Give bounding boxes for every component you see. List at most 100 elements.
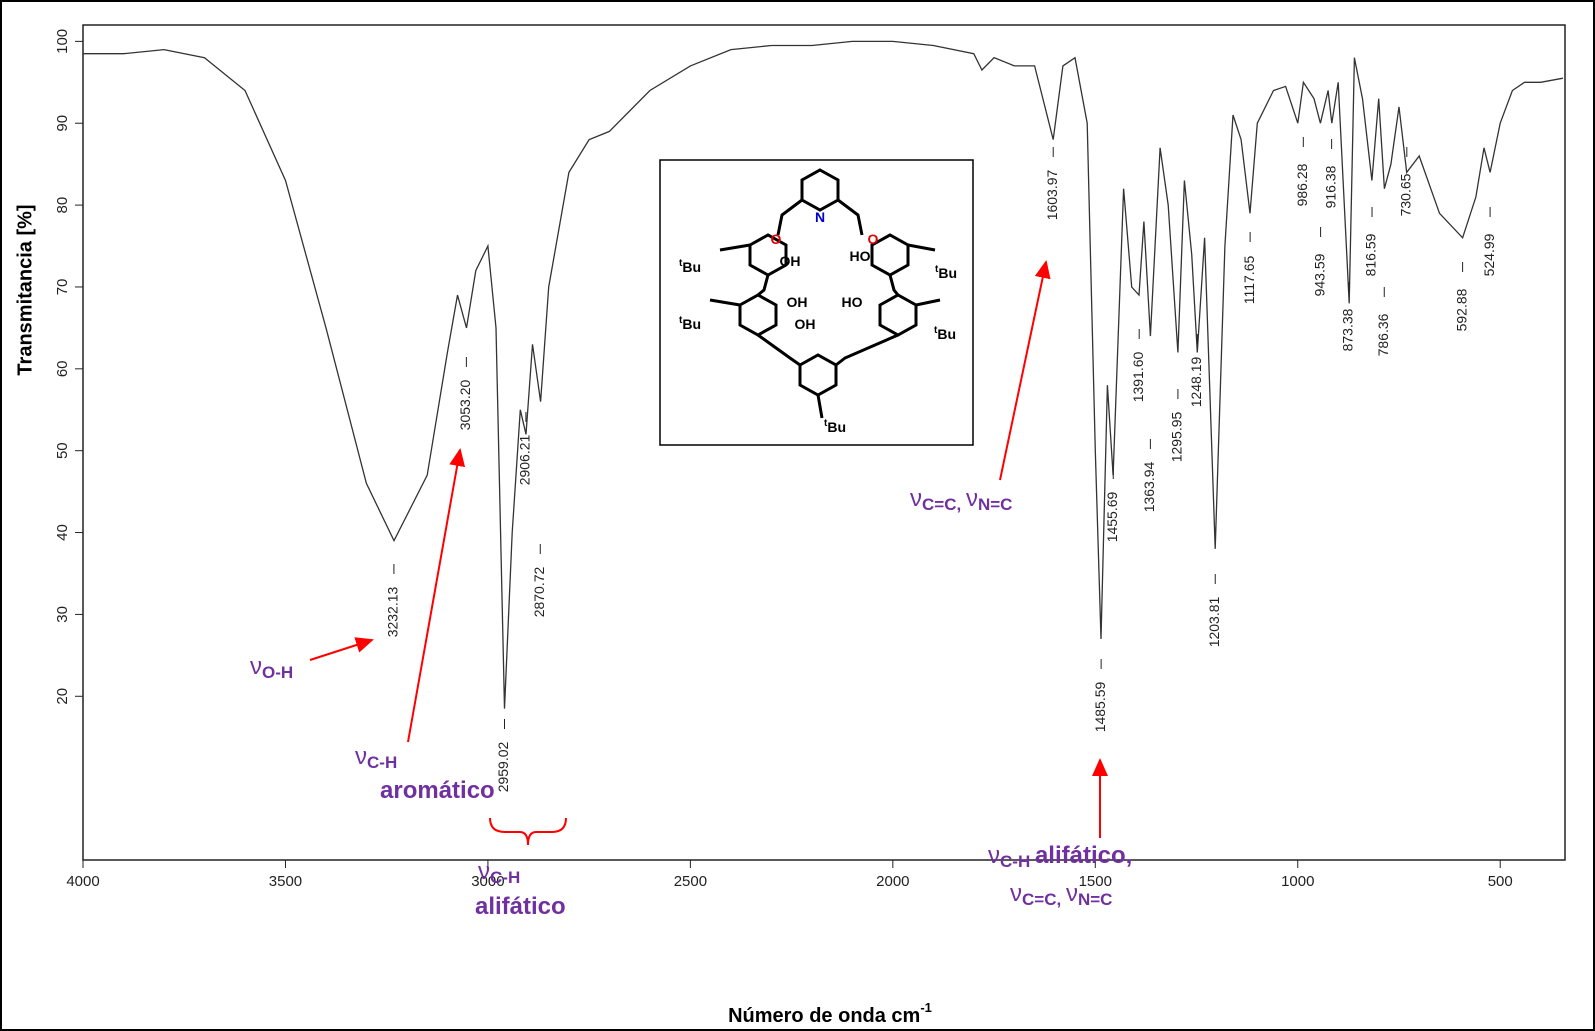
structure-text: OH (780, 253, 801, 269)
peak-label: 1117.65 (1241, 256, 1257, 305)
y-tick-label: 100 (54, 29, 71, 54)
y-axis-title: Transmitancia [%] (14, 204, 36, 375)
peak-label: 816.59 (1363, 233, 1379, 276)
structure-label: tBu (679, 258, 701, 275)
arrow (407, 448, 466, 743)
annotation: νC-H (355, 743, 397, 772)
y-tick-label: 90 (54, 115, 71, 132)
peak-label: 1485.59 (1092, 681, 1108, 732)
annotation-sub: C-H (367, 753, 397, 772)
structure-text: OH (795, 316, 816, 332)
peak-label: 592.88 (1453, 288, 1469, 331)
arrow (309, 637, 374, 661)
annotation-sub: N=C (978, 495, 1012, 514)
peak-label: 2906.21 (517, 434, 533, 485)
brace (489, 817, 567, 846)
annotation-sub: C-H (1000, 852, 1035, 871)
spectrum-line (83, 40, 1564, 709)
annotation-text: alifático (475, 893, 566, 920)
annotation-sub: N=C (1078, 890, 1112, 909)
structure-text: Bu (938, 265, 957, 281)
structure-skeleton (709, 168, 941, 419)
arrow (999, 260, 1051, 481)
structure-text: Bu (682, 316, 701, 332)
x-tick-label: 1000 (1281, 873, 1314, 890)
annotation: νC-H (478, 858, 520, 887)
annotation-text: ν (910, 485, 922, 512)
peak-label: 1391.60 (1130, 351, 1146, 402)
peak-label: 986.28 (1294, 163, 1310, 206)
structure-label: N (815, 209, 825, 225)
peak-label: 2870.72 (531, 566, 547, 617)
annotation-sub: C=C, (922, 495, 966, 514)
annotation-sub: O-H (262, 663, 293, 682)
y-tick-label: 30 (54, 606, 71, 623)
x-tick-label: 3000 (471, 873, 504, 890)
annotation-text: ν (966, 485, 978, 512)
y-tick-label: 60 (54, 360, 71, 377)
annotation-text: alifático, (1035, 842, 1132, 869)
annotation: νC=C, νN=C (910, 485, 1012, 514)
x-tick-label: 4000 (66, 873, 99, 890)
peak-label: 1295.95 (1169, 411, 1185, 462)
structure-text: N (815, 209, 825, 225)
peak-label: 916.38 (1322, 165, 1338, 208)
structure-arrows (309, 260, 1108, 846)
structure-label: tBu (935, 264, 957, 281)
structure-text: OH (787, 294, 808, 310)
structure-sup: t (679, 315, 683, 326)
x-tick-label: 3500 (269, 873, 302, 890)
x-tick-label: 2500 (674, 873, 707, 890)
peak-label: 1603.97 (1044, 169, 1060, 220)
structure-text: Bu (682, 259, 701, 275)
peak-label: 730.65 (1398, 173, 1414, 216)
annotation-text: ν (250, 653, 262, 680)
annotation-text: ν (1010, 880, 1022, 907)
x-tick-label: 2000 (876, 873, 909, 890)
structure-label: tBu (934, 325, 956, 342)
structure-label: O (771, 231, 782, 247)
annotation-text: ν (1066, 880, 1078, 907)
y-tick-label: 50 (54, 442, 71, 459)
structure-sup: t (935, 264, 939, 275)
x-tick-label: 1500 (1079, 873, 1112, 890)
x-axis-title-sup: -1 (920, 1000, 932, 1015)
structure-label: tBu (824, 418, 846, 435)
structure-sup: t (679, 258, 683, 269)
annotation: aromático (380, 777, 495, 804)
y-tick-label: 40 (54, 524, 71, 541)
structure-text: HO (842, 294, 863, 310)
peak-label: 3053.20 (457, 379, 473, 430)
structure-text: Bu (827, 419, 846, 435)
annotation-text: aromático (380, 777, 495, 804)
peak-label: 2959.02 (495, 741, 511, 792)
y-tick-label: 20 (54, 688, 71, 705)
annotation: alifático (475, 893, 566, 920)
x-tick-label: 500 (1488, 873, 1513, 890)
annotation-text: ν (478, 858, 490, 885)
structure-text: O (771, 231, 782, 247)
peak-label: 1455.69 (1104, 491, 1120, 542)
structure-label: OH (780, 253, 801, 269)
structure-label: HO (850, 248, 871, 264)
peak-label: 3232.13 (385, 586, 401, 637)
x-axis-title-text: Número de onda cm (728, 1005, 920, 1027)
peak-label: 786.36 (1375, 313, 1391, 356)
x-axis-title: Número de onda cm-1 (728, 1000, 932, 1027)
peak-label: 1248.19 (1188, 356, 1204, 407)
annotation-text: ν (988, 842, 1000, 869)
annotation-sub: C-H (490, 868, 520, 887)
annotation: νC-H alifático, (988, 842, 1132, 871)
structure-sup: t (934, 325, 938, 336)
structure-label: OH (795, 316, 816, 332)
structure-label: HO (842, 294, 863, 310)
y-tick-label: 80 (54, 197, 71, 214)
peak-label: 1203.81 (1206, 596, 1222, 647)
y-tick-label: 70 (54, 279, 71, 296)
peak-label: 1363.94 (1141, 461, 1157, 512)
plot-frame (82, 24, 1566, 861)
annotation: νO-H (250, 653, 293, 682)
structure-text: O (868, 231, 879, 247)
